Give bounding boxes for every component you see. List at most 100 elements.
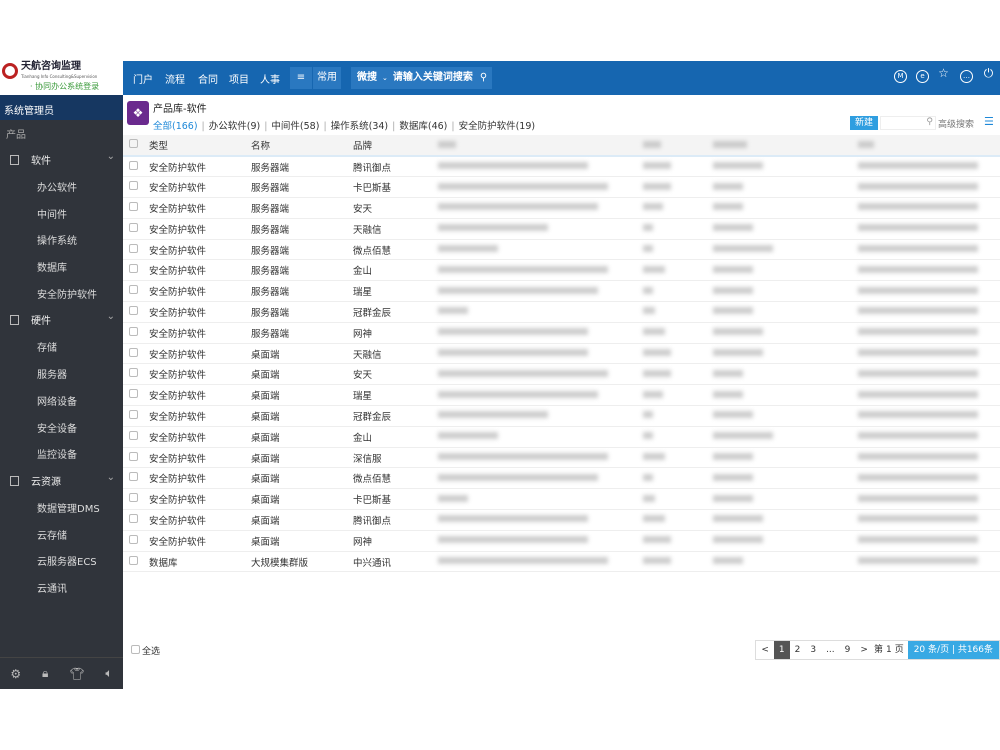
per-page[interactable]: 20 xyxy=(913,645,926,655)
row-checkbox[interactable] xyxy=(129,285,138,295)
star-icon[interactable]: ☆ xyxy=(938,66,949,80)
chevron-down-icon[interactable]: ⌄ xyxy=(382,74,388,82)
menu-list-icon[interactable]: ≡ xyxy=(290,67,312,89)
header-checkbox[interactable] xyxy=(129,139,138,148)
row-checkbox[interactable] xyxy=(129,555,138,565)
col-name[interactable]: 名称 xyxy=(251,141,271,152)
row-checkbox[interactable] xyxy=(129,160,138,170)
table-row[interactable]: 安全防护软件 服务器端 安天 xyxy=(123,198,1000,219)
search-icon[interactable]: ⚲ xyxy=(479,72,488,83)
table-row[interactable]: 数据库 大规模集群版 中兴通讯 xyxy=(123,551,1000,572)
search-box[interactable]: 微搜 ⌄ 请输入关键词搜索 ⚲ xyxy=(351,67,493,89)
lock-icon[interactable]: 🔒︎ xyxy=(42,666,49,680)
category-tab[interactable]: 全部(166) xyxy=(153,121,198,132)
search-icon[interactable]: ⚲ xyxy=(926,117,933,127)
select-all[interactable]: 全选 xyxy=(131,644,160,657)
row-checkbox[interactable] xyxy=(129,181,138,191)
message-icon[interactable]: … xyxy=(960,70,973,83)
table-row[interactable]: 安全防护软件 服务器端 瑞星 xyxy=(123,281,1000,302)
page-size-info[interactable]: 20 条/页 | 共166条 xyxy=(907,641,999,659)
nav-project[interactable]: 项目 xyxy=(229,75,249,86)
row-checkbox[interactable] xyxy=(129,389,138,399)
speaker-icon[interactable]: 🔈︎ xyxy=(105,666,113,680)
row-checkbox[interactable] xyxy=(129,243,138,253)
power-icon[interactable]: ⏻ xyxy=(983,66,994,80)
shirt-icon[interactable]: 👕︎ xyxy=(69,666,85,681)
row-checkbox[interactable] xyxy=(129,513,138,523)
sidebar-item[interactable]: 云通讯 xyxy=(37,583,67,595)
search-input[interactable]: 请输入关键词搜索 xyxy=(392,72,473,83)
row-checkbox[interactable] xyxy=(129,326,138,336)
sidebar-item[interactable]: 监控设备 xyxy=(37,450,77,462)
table-row[interactable]: 安全防护软件 服务器端 腾讯御点 xyxy=(123,156,1000,177)
prev-page[interactable]: < xyxy=(761,645,769,655)
next-page[interactable]: > xyxy=(860,645,868,655)
row-checkbox[interactable] xyxy=(129,201,138,211)
table-row[interactable]: 安全防护软件 服务器端 天融信 xyxy=(123,218,1000,240)
sidebar-item[interactable]: 网络设备 xyxy=(37,396,77,408)
row-checkbox[interactable] xyxy=(129,347,138,357)
settings-icon[interactable]: ⚙ xyxy=(10,666,22,681)
row-checkbox[interactable] xyxy=(129,534,138,544)
common-button[interactable]: 常用 xyxy=(313,67,341,89)
nav-contract[interactable]: 合同 xyxy=(198,75,218,86)
sidebar-item[interactable]: 存储 xyxy=(37,343,57,355)
page-3[interactable]: 3 xyxy=(810,645,817,655)
table-row[interactable]: 安全防护软件 桌面端 天融信 xyxy=(123,343,1000,364)
e-icon[interactable]: e xyxy=(916,70,929,83)
sidebar-item[interactable]: 云存储 xyxy=(37,530,67,542)
category-tab[interactable]: 操作系统(34) xyxy=(330,121,389,132)
row-checkbox[interactable] xyxy=(129,472,138,482)
table-row[interactable]: 安全防护软件 服务器端 冠群金辰 xyxy=(123,302,1000,323)
new-button[interactable]: 新建 xyxy=(850,116,878,130)
sidebar-group[interactable]: 软件 ⌄ xyxy=(0,145,123,172)
table-row[interactable]: 安全防护软件 桌面端 网神 xyxy=(123,530,1000,552)
list-view-icon[interactable]: ☰ xyxy=(984,115,994,128)
page-1[interactable]: 1 xyxy=(773,641,790,659)
table-row[interactable]: 安全防护软件 服务器端 金山 xyxy=(123,260,1000,281)
table-row[interactable]: 安全防护软件 桌面端 深信服 xyxy=(123,447,1000,468)
sidebar-item[interactable]: 安全防护软件 xyxy=(37,289,97,301)
row-checkbox[interactable] xyxy=(129,451,138,461)
sidebar-item[interactable]: 服务器 xyxy=(37,370,67,382)
page-2[interactable]: 2 xyxy=(794,645,801,655)
sidebar-group[interactable]: 云资源 ⌄ xyxy=(0,466,123,493)
goto-page-input[interactable]: 1 xyxy=(885,645,892,655)
sidebar-group[interactable]: 硬件 ⌄ xyxy=(0,305,123,332)
row-checkbox[interactable] xyxy=(129,305,138,315)
row-checkbox[interactable] xyxy=(129,430,138,440)
table-row[interactable]: 安全防护软件 服务器端 网神 xyxy=(123,322,1000,344)
row-checkbox[interactable] xyxy=(129,409,138,419)
col-type[interactable]: 类型 xyxy=(149,141,169,152)
category-tab[interactable]: 中间件(58) xyxy=(271,121,320,132)
advanced-search-button[interactable]: 高级搜索 xyxy=(938,120,975,130)
table-row[interactable]: 安全防护软件 服务器端 卡巴斯基 xyxy=(123,177,1000,198)
page-9[interactable]: 9 xyxy=(844,645,851,655)
sidebar-item[interactable]: 操作系统 xyxy=(37,236,77,248)
sidebar-item[interactable]: 数据库 xyxy=(37,263,67,275)
table-row[interactable]: 安全防护软件 桌面端 卡巴斯基 xyxy=(123,489,1000,510)
table-row[interactable]: 安全防护软件 服务器端 微点佰慧 xyxy=(123,239,1000,260)
category-tab[interactable]: 办公软件(9) xyxy=(208,121,261,132)
row-checkbox[interactable] xyxy=(129,264,138,274)
nav-portal[interactable]: 门户 xyxy=(133,75,153,86)
search-scope[interactable]: 微搜 xyxy=(357,72,377,83)
table-row[interactable]: 安全防护软件 桌面端 安天 xyxy=(123,364,1000,385)
table-row[interactable]: 安全防护软件 桌面端 冠群金辰 xyxy=(123,406,1000,427)
sidebar-item[interactable]: 数据管理DMS xyxy=(37,503,100,515)
sidebar-item[interactable]: 云服务器ECS xyxy=(37,557,97,569)
table-row[interactable]: 安全防护软件 桌面端 瑞星 xyxy=(123,385,1000,406)
filter-search-input[interactable]: ⚲ xyxy=(880,116,936,130)
row-checkbox[interactable] xyxy=(129,222,138,232)
category-tab[interactable]: 数据库(46) xyxy=(399,121,448,132)
row-checkbox[interactable] xyxy=(129,493,138,503)
col-brand[interactable]: 品牌 xyxy=(353,141,373,152)
nav-hr[interactable]: 人事 xyxy=(260,75,280,86)
table-row[interactable]: 安全防护软件 桌面端 金山 xyxy=(123,426,1000,448)
select-all-checkbox[interactable] xyxy=(131,645,140,654)
category-tab[interactable]: 安全防护软件(19) xyxy=(458,121,536,132)
m-icon[interactable]: M xyxy=(894,70,907,83)
sidebar-item[interactable]: 办公软件 xyxy=(37,183,77,194)
sidebar-item[interactable]: 安全设备 xyxy=(37,423,77,435)
sidebar-user[interactable]: 系统管理员 xyxy=(0,95,123,120)
